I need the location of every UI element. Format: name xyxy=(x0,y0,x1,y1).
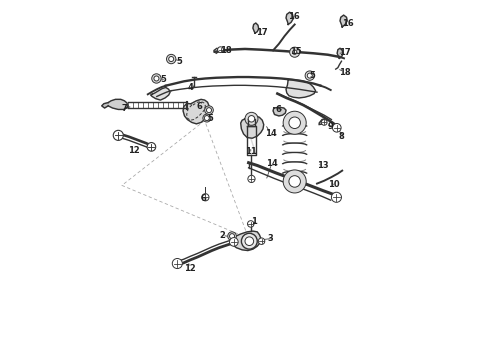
Polygon shape xyxy=(151,87,170,100)
Polygon shape xyxy=(102,103,108,108)
Polygon shape xyxy=(183,99,210,124)
Circle shape xyxy=(203,114,211,122)
Circle shape xyxy=(305,71,315,80)
Polygon shape xyxy=(247,126,256,155)
Polygon shape xyxy=(286,12,293,24)
Polygon shape xyxy=(286,80,316,98)
Text: 5: 5 xyxy=(207,114,213,122)
Text: 14: 14 xyxy=(266,159,278,168)
Text: 8: 8 xyxy=(339,132,344,141)
Text: 12: 12 xyxy=(184,264,196,273)
Circle shape xyxy=(331,192,342,202)
Polygon shape xyxy=(273,107,286,116)
Circle shape xyxy=(283,111,306,134)
Text: 14: 14 xyxy=(265,129,276,138)
Polygon shape xyxy=(248,119,255,126)
Text: 18: 18 xyxy=(339,68,350,77)
Text: 4: 4 xyxy=(187,83,193,92)
Circle shape xyxy=(154,76,159,81)
Circle shape xyxy=(169,57,174,62)
Text: 18: 18 xyxy=(220,46,231,55)
Circle shape xyxy=(202,194,209,201)
Text: 5: 5 xyxy=(310,71,316,80)
Text: 6: 6 xyxy=(200,194,206,202)
Circle shape xyxy=(206,108,212,113)
Text: 16: 16 xyxy=(342,19,354,28)
Polygon shape xyxy=(253,23,259,33)
Text: 5: 5 xyxy=(176,57,182,66)
Circle shape xyxy=(245,237,254,246)
Circle shape xyxy=(242,233,257,249)
Circle shape xyxy=(229,234,235,239)
Text: 17: 17 xyxy=(339,48,350,57)
Text: 13: 13 xyxy=(317,161,329,170)
Circle shape xyxy=(228,232,236,240)
Text: 5: 5 xyxy=(160,76,166,85)
Polygon shape xyxy=(337,48,343,58)
Polygon shape xyxy=(340,15,347,27)
Circle shape xyxy=(152,74,161,83)
Circle shape xyxy=(205,106,213,114)
Text: 6: 6 xyxy=(275,105,281,114)
Circle shape xyxy=(172,258,182,269)
Circle shape xyxy=(229,238,238,246)
Text: 3: 3 xyxy=(268,234,273,243)
Circle shape xyxy=(245,112,258,125)
Circle shape xyxy=(113,130,123,140)
Circle shape xyxy=(307,73,312,78)
Circle shape xyxy=(321,120,327,125)
Circle shape xyxy=(290,47,300,57)
Text: 15: 15 xyxy=(290,47,302,56)
Text: 16: 16 xyxy=(288,12,300,21)
Text: 6: 6 xyxy=(196,102,202,111)
Circle shape xyxy=(258,238,265,244)
Text: 2: 2 xyxy=(219,231,225,240)
Text: 17: 17 xyxy=(256,28,268,37)
Circle shape xyxy=(289,176,300,187)
Text: 1: 1 xyxy=(251,217,257,226)
Circle shape xyxy=(247,221,254,227)
Text: 12: 12 xyxy=(128,146,140,155)
Circle shape xyxy=(167,54,176,64)
Circle shape xyxy=(147,143,156,151)
Polygon shape xyxy=(108,99,128,109)
Circle shape xyxy=(218,47,223,53)
Text: 7: 7 xyxy=(122,104,127,113)
Circle shape xyxy=(289,117,300,129)
Circle shape xyxy=(293,50,297,54)
Circle shape xyxy=(248,116,255,122)
Circle shape xyxy=(283,170,306,193)
Circle shape xyxy=(248,175,255,183)
Text: 10: 10 xyxy=(328,180,340,189)
Polygon shape xyxy=(231,231,261,251)
Text: 9: 9 xyxy=(328,122,334,131)
Polygon shape xyxy=(319,119,326,125)
Text: 11: 11 xyxy=(245,147,257,156)
Circle shape xyxy=(333,123,341,132)
Polygon shape xyxy=(241,116,264,138)
Circle shape xyxy=(204,116,209,121)
